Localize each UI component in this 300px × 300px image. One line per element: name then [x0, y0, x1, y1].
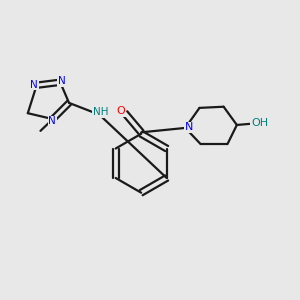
- Text: N: N: [30, 80, 38, 90]
- Text: OH: OH: [251, 118, 268, 128]
- Text: N: N: [58, 76, 65, 86]
- Text: N: N: [48, 116, 56, 126]
- Text: N: N: [185, 122, 193, 132]
- Text: NH: NH: [93, 107, 109, 117]
- Text: O: O: [116, 106, 125, 116]
